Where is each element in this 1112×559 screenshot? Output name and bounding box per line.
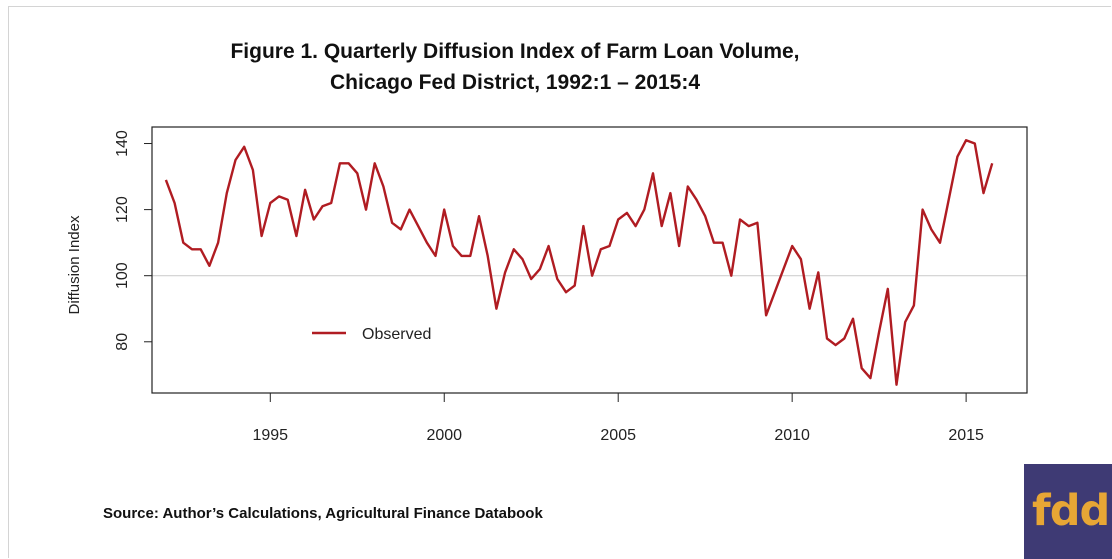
source-note: Source: Author’s Calculations, Agricultu…	[103, 505, 543, 522]
y-tick-label-140: 140	[114, 130, 131, 157]
legend: Observed	[312, 326, 431, 343]
x-tick-label-2010: 2010	[774, 427, 810, 444]
legend-label-observed: Observed	[362, 326, 431, 343]
x-axis: 1995 2000 2005 2010 2015	[252, 392, 984, 444]
series-line-observed	[164, 139, 994, 386]
x-tick-label-2005: 2005	[600, 427, 636, 444]
y-axis-label: Diffusion Index	[66, 215, 83, 314]
fdd-logo: fdd	[1024, 464, 1112, 559]
x-tick-label-2000: 2000	[426, 427, 462, 444]
x-tick-label-1995: 1995	[252, 427, 288, 444]
y-tick-label-100: 100	[114, 262, 131, 289]
y-tick-label-120: 120	[114, 196, 131, 223]
y-tick-label-80: 80	[114, 333, 131, 351]
x-tick-label-2015: 2015	[948, 427, 984, 444]
y-axis: 80 100 120 140	[114, 130, 152, 351]
chart-title-line2: Chicago Fed District, 1992:1 – 2015:4	[330, 71, 700, 94]
figure-frame	[8, 6, 1111, 558]
chart-title-line1: Figure 1. Quarterly Diffusion Index of F…	[230, 40, 800, 63]
